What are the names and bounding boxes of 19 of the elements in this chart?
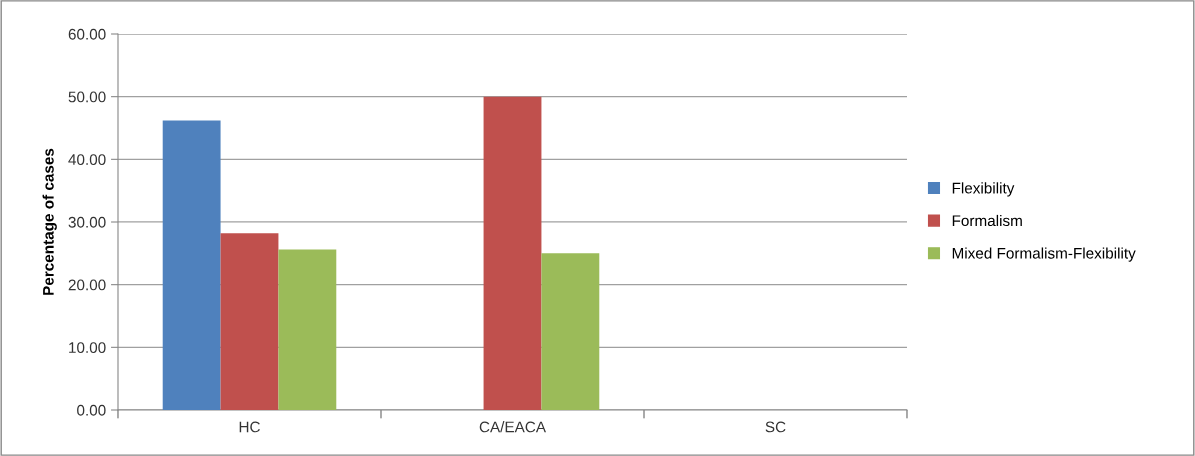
x-tick-label: SC <box>765 421 786 433</box>
y-tick-label: 30.00 <box>68 216 106 228</box>
bar <box>220 233 279 410</box>
y-tick-label: 40.00 <box>68 154 106 166</box>
bar <box>483 96 542 410</box>
y-tick-label: 50.00 <box>68 91 106 103</box>
bar <box>541 253 600 410</box>
x-tick-label: HC <box>239 421 260 433</box>
bar <box>278 249 337 410</box>
bar <box>162 120 221 410</box>
y-tick-label: 20.00 <box>68 279 106 291</box>
y-tick-label: 0.00 <box>77 404 106 416</box>
y-tick-label: 10.00 <box>69 342 106 354</box>
y-tick-label: 60.00 <box>68 28 106 40</box>
y-axis-title: Percentage of cases <box>42 148 57 295</box>
legend-label: Flexibility <box>952 182 1015 197</box>
x-tick-label: CA/EACA <box>479 421 546 433</box>
legend-label: Formalism <box>952 214 1022 227</box>
legend-label: Mixed Formalism-Flexibility <box>952 247 1136 262</box>
